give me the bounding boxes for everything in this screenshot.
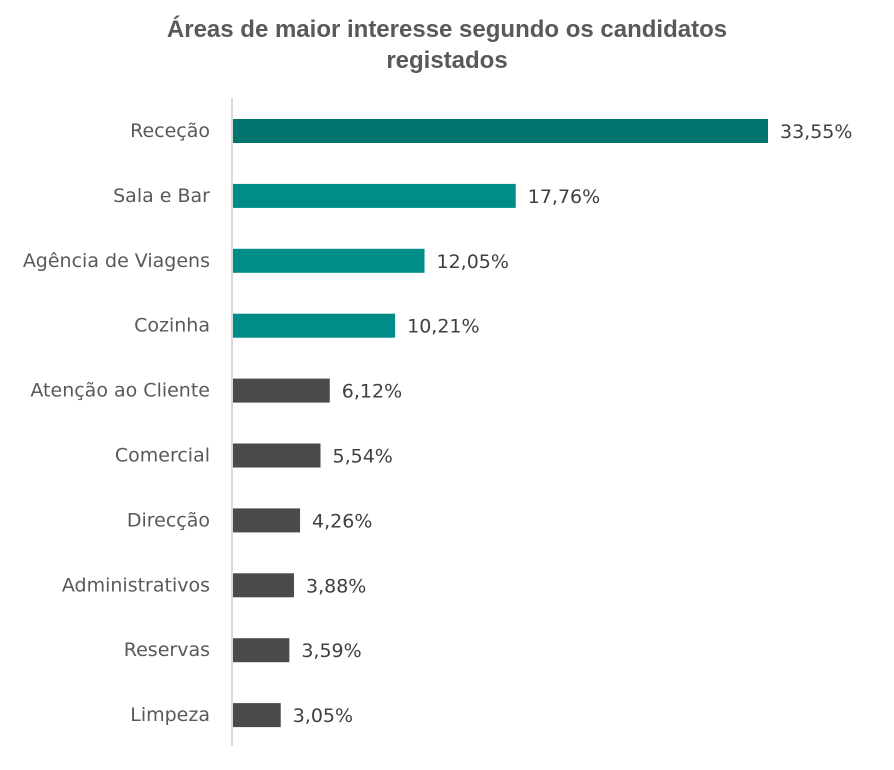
- data-label: 17,76%: [528, 186, 600, 208]
- data-label: 4,26%: [312, 510, 372, 532]
- category-label: Cozinha: [134, 315, 210, 337]
- bar: [233, 638, 290, 663]
- chart-title-line-2: registados: [386, 47, 508, 74]
- bar: [233, 703, 281, 728]
- category-label: Sala e Bar: [113, 185, 210, 207]
- data-label: 12,05%: [437, 251, 509, 273]
- data-label: 5,54%: [333, 446, 393, 468]
- bar: [233, 183, 516, 208]
- category-label: Agência de Viagens: [23, 250, 210, 272]
- category-label: Atenção ao Cliente: [30, 380, 210, 402]
- category-label: Direcção: [127, 509, 210, 531]
- bar: [233, 443, 321, 468]
- bar: [233, 313, 396, 338]
- data-label: 3,59%: [301, 640, 361, 662]
- data-label: 33,55%: [780, 121, 852, 143]
- data-label: 6,12%: [342, 381, 402, 403]
- data-label: 3,88%: [306, 575, 366, 597]
- bar: [233, 248, 425, 273]
- category-label: Comercial: [115, 445, 210, 467]
- data-label: 10,21%: [407, 316, 479, 338]
- category-label: Receção: [130, 120, 210, 142]
- data-label: 3,05%: [293, 705, 353, 727]
- chart-title: Áreas de maior interesse segundo os cand…: [0, 14, 894, 76]
- category-label: Reservas: [124, 639, 210, 661]
- bar: [233, 378, 330, 403]
- bar: [233, 573, 294, 598]
- bar: [233, 508, 301, 533]
- category-label: Limpeza: [130, 704, 210, 726]
- category-label: Administrativos: [62, 574, 210, 596]
- chart-title-line-1: Áreas de maior interesse segundo os cand…: [166, 16, 728, 43]
- bar: [233, 119, 768, 143]
